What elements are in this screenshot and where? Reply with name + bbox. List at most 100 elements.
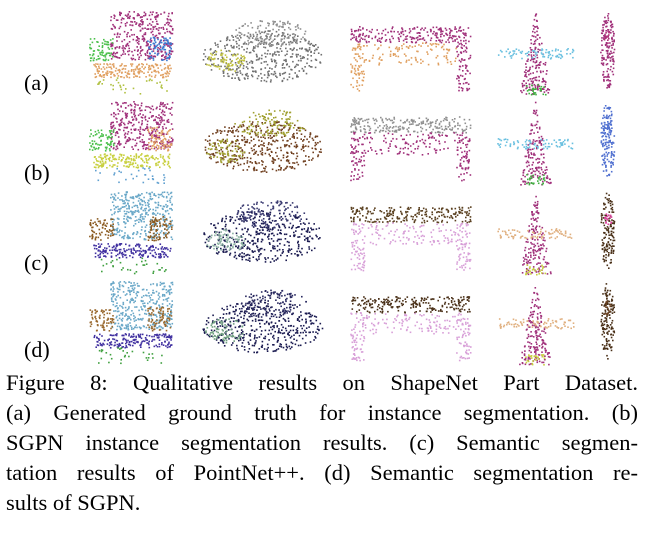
point bbox=[351, 37, 354, 39]
point bbox=[533, 28, 535, 30]
point bbox=[131, 256, 134, 259]
point bbox=[456, 133, 459, 136]
point bbox=[458, 79, 460, 82]
point bbox=[100, 75, 103, 77]
point bbox=[228, 127, 230, 129]
point bbox=[444, 141, 446, 143]
point bbox=[152, 36, 155, 39]
point bbox=[283, 135, 286, 137]
point bbox=[206, 63, 208, 66]
point bbox=[320, 151, 322, 153]
point bbox=[363, 149, 366, 152]
point bbox=[116, 104, 119, 106]
point bbox=[253, 50, 255, 53]
point bbox=[148, 47, 151, 50]
point bbox=[525, 72, 527, 74]
point bbox=[539, 141, 541, 144]
point bbox=[256, 133, 259, 136]
point bbox=[148, 66, 150, 69]
point bbox=[555, 48, 557, 50]
point bbox=[451, 127, 454, 129]
point bbox=[434, 122, 437, 125]
point bbox=[99, 73, 101, 76]
point bbox=[540, 138, 542, 141]
point bbox=[107, 59, 110, 61]
point bbox=[110, 122, 113, 124]
point bbox=[449, 32, 451, 35]
point bbox=[274, 66, 277, 68]
point bbox=[544, 145, 547, 148]
point bbox=[153, 223, 155, 225]
point bbox=[432, 128, 434, 131]
point bbox=[417, 124, 420, 126]
point bbox=[112, 234, 115, 236]
point bbox=[545, 81, 547, 83]
point bbox=[374, 150, 377, 152]
point bbox=[119, 122, 122, 125]
point bbox=[542, 143, 545, 146]
point bbox=[123, 237, 125, 240]
point bbox=[264, 170, 266, 172]
point bbox=[110, 225, 112, 227]
point bbox=[612, 44, 614, 46]
row-label: (d) bbox=[24, 337, 50, 362]
point bbox=[98, 136, 101, 139]
point bbox=[247, 25, 249, 27]
point bbox=[602, 125, 604, 127]
point bbox=[392, 54, 395, 56]
point bbox=[141, 199, 144, 202]
point bbox=[547, 51, 549, 54]
point bbox=[141, 23, 143, 26]
point bbox=[607, 56, 610, 59]
point bbox=[281, 26, 283, 28]
point bbox=[409, 36, 412, 38]
point bbox=[385, 39, 388, 41]
point bbox=[430, 131, 433, 133]
point bbox=[544, 172, 546, 175]
point bbox=[122, 202, 125, 205]
point bbox=[260, 40, 262, 43]
point bbox=[166, 219, 168, 221]
point bbox=[105, 154, 107, 157]
point bbox=[271, 129, 273, 132]
point bbox=[246, 126, 248, 129]
point bbox=[548, 142, 550, 145]
point bbox=[515, 53, 518, 55]
point bbox=[503, 138, 506, 141]
point bbox=[259, 20, 262, 22]
point bbox=[533, 54, 535, 57]
point-cloud bbox=[600, 105, 616, 177]
point bbox=[141, 193, 143, 195]
point bbox=[358, 77, 361, 79]
point bbox=[459, 134, 461, 136]
point bbox=[449, 124, 451, 127]
point bbox=[145, 44, 148, 47]
point bbox=[146, 162, 149, 164]
point bbox=[608, 79, 610, 82]
point bbox=[292, 38, 295, 40]
point bbox=[105, 58, 107, 61]
point bbox=[405, 45, 408, 48]
point bbox=[525, 63, 527, 65]
point bbox=[163, 182, 165, 184]
point bbox=[270, 73, 273, 75]
point bbox=[545, 93, 547, 96]
point bbox=[127, 72, 130, 75]
point bbox=[358, 43, 361, 45]
point-cloud bbox=[202, 20, 323, 83]
point bbox=[130, 108, 133, 111]
point bbox=[411, 118, 413, 121]
point bbox=[105, 72, 107, 74]
point bbox=[302, 147, 304, 149]
point bbox=[601, 131, 604, 134]
point bbox=[413, 28, 416, 30]
point bbox=[113, 233, 115, 235]
point bbox=[116, 132, 119, 135]
point bbox=[535, 79, 538, 82]
point bbox=[413, 130, 415, 133]
point bbox=[169, 64, 171, 67]
point bbox=[551, 54, 554, 57]
point bbox=[420, 58, 422, 61]
point bbox=[164, 160, 167, 163]
point bbox=[275, 64, 277, 67]
